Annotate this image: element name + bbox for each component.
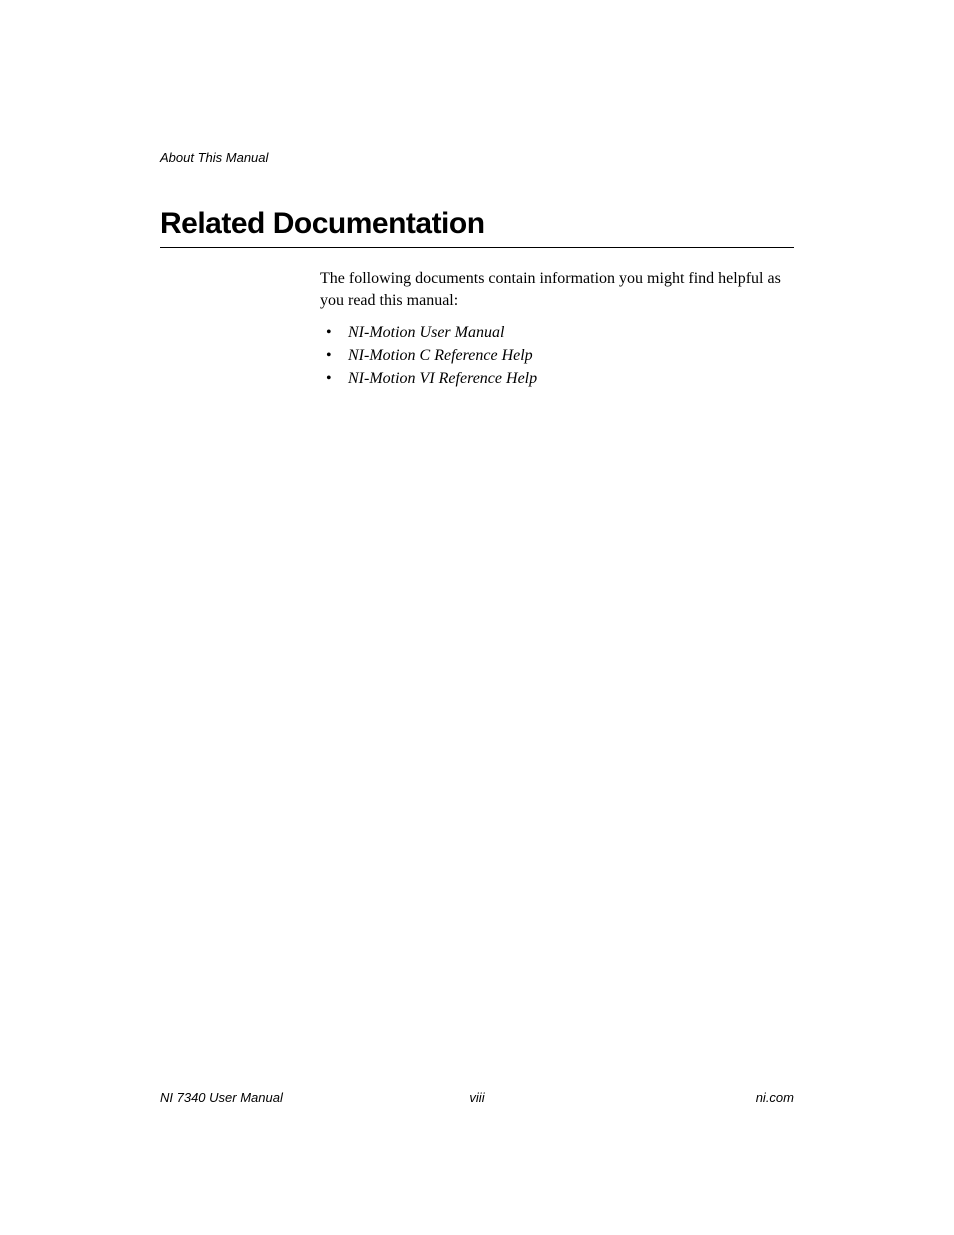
document-list: NI-Motion User Manual NI-Motion C Refere…: [320, 321, 794, 391]
list-item: NI-Motion C Reference Help: [320, 344, 794, 367]
footer-website: ni.com: [756, 1090, 794, 1105]
content-body: The following documents contain informat…: [160, 268, 794, 390]
page-footer: NI 7340 User Manual viii ni.com: [160, 1090, 794, 1105]
page-container: About This Manual Related Documentation …: [0, 0, 954, 1235]
intro-paragraph: The following documents contain informat…: [320, 268, 794, 313]
footer-manual-title: NI 7340 User Manual: [160, 1090, 283, 1105]
header-section-label: About This Manual: [160, 150, 794, 165]
list-item: NI-Motion User Manual: [320, 321, 794, 344]
footer-page-number: viii: [469, 1090, 484, 1105]
main-heading: Related Documentation: [160, 207, 794, 248]
list-item: NI-Motion VI Reference Help: [320, 367, 794, 390]
